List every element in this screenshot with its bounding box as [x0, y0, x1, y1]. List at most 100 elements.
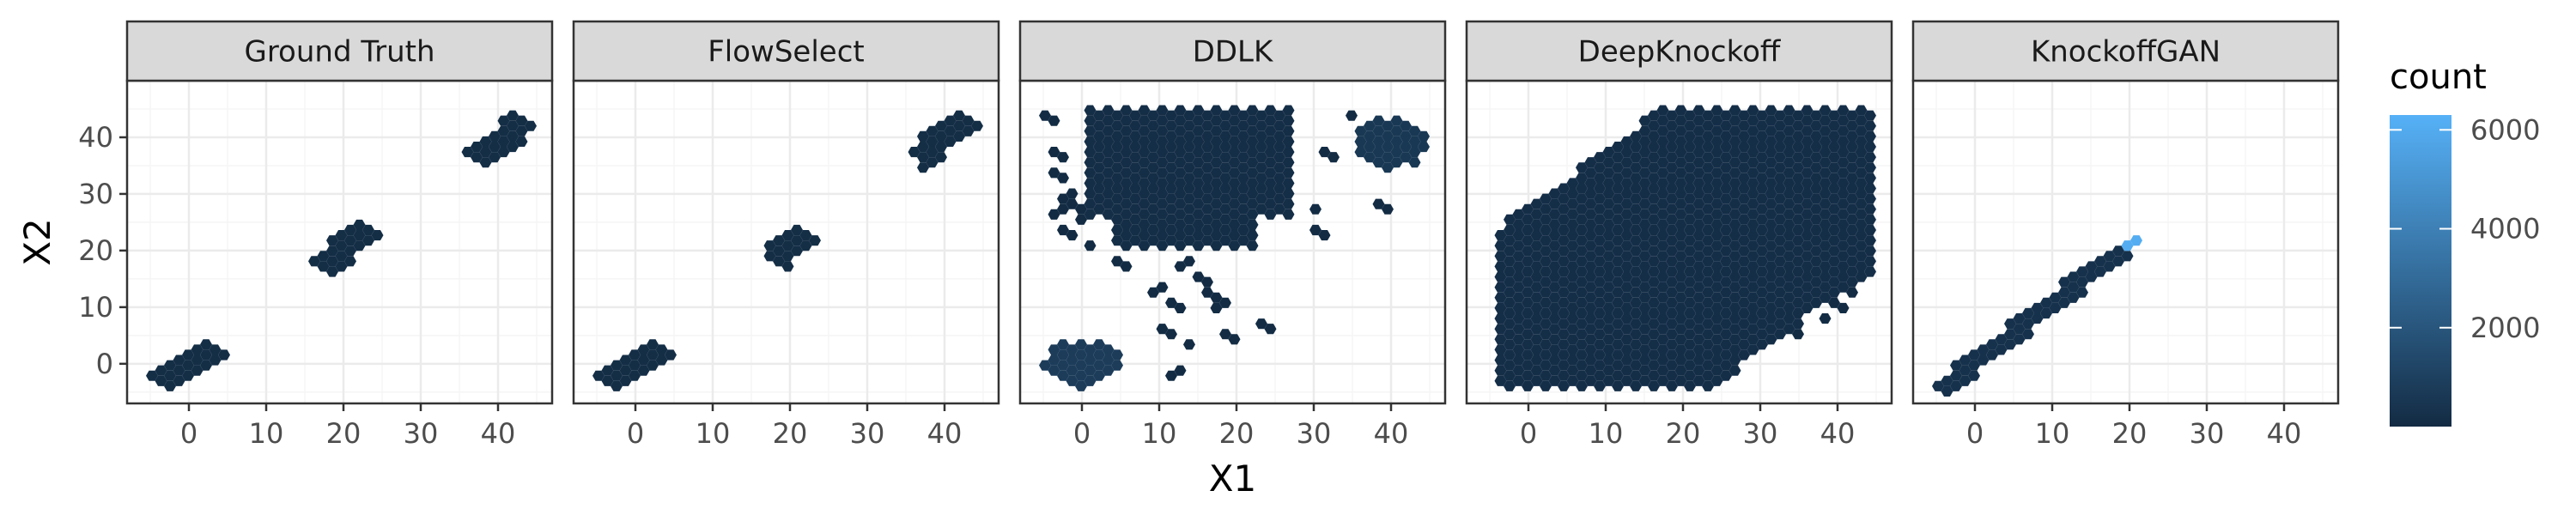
hexbin-cell: [1765, 188, 1777, 199]
hexbin-cell: [1620, 344, 1633, 355]
hexbin-cell: [1656, 125, 1669, 136]
hexbin-cell: [1828, 224, 1840, 236]
facet-strip-label: Ground Truth: [244, 35, 434, 70]
hexbin-cell: [1129, 224, 1141, 236]
x-tick-label: 30: [1297, 417, 1332, 450]
x-tick-label: 40: [1374, 417, 1409, 450]
hexbin-cell: [665, 349, 677, 360]
hexbin-cell: [1210, 292, 1223, 303]
hexbin-cell: [1594, 370, 1606, 381]
hexbin-cell: [1201, 183, 1213, 194]
hexbin-cell: [1057, 339, 1069, 350]
legend-tick-label: 4000: [2470, 213, 2540, 245]
hexbin-cell: [1512, 292, 1525, 303]
hexbin-cell: [1828, 203, 1840, 215]
hexbin-cell: [1594, 339, 1606, 350]
hexbin-cell: [1566, 324, 1579, 335]
hexbin-cell: [1602, 167, 1615, 179]
hexbin-cell: [1720, 214, 1732, 225]
hexbin-cell: [164, 370, 176, 381]
hexbin-cell: [1819, 209, 1832, 220]
hexbin-cell: [1237, 120, 1249, 131]
hexbin-cell: [1656, 365, 1669, 376]
hexbin-cell: [1828, 276, 1840, 288]
hexbin-cell: [1855, 178, 1868, 189]
hexbin-cell: [1219, 130, 1231, 142]
hexbin-cell: [1765, 282, 1777, 293]
hexbin-cell: [1959, 354, 1971, 366]
hexbin-cell: [1530, 261, 1543, 272]
hexbin-cell: [1995, 334, 2008, 345]
hexbin-cell: [1738, 120, 1750, 131]
hexbin-cell: [1638, 167, 1651, 179]
hexbin-cell: [1264, 125, 1277, 136]
hexbin-cell: [1111, 110, 1123, 121]
hexbin-cell: [1648, 193, 1660, 204]
hexbin-cell: [1738, 339, 1750, 350]
hexbin-cell: [1765, 125, 1777, 136]
hexbin-cell: [1648, 380, 1660, 391]
hexbin-cell: [1183, 110, 1195, 121]
hexbin-cell: [1084, 365, 1097, 376]
hexbin-cell: [1540, 297, 1552, 308]
hexbin-cell: [601, 375, 614, 386]
hexbin-cell: [1102, 198, 1115, 209]
hexbin-cell: [1666, 380, 1678, 391]
hexbin-cell: [1246, 157, 1259, 168]
hexbin-cell: [1728, 125, 1741, 136]
hexbin-cell: [1165, 193, 1177, 204]
hexbin-cell: [1837, 147, 1850, 158]
hexbin-cell: [1656, 167, 1669, 179]
hexbin-cell: [1728, 324, 1741, 335]
hexbin-cell: [1548, 313, 1561, 324]
hexbin-cell: [1792, 203, 1804, 215]
hexbin-cell: [1702, 152, 1714, 163]
hexbin-cell: [1273, 142, 1285, 153]
hexbin-cell: [1864, 142, 1876, 153]
hexbin-cell: [1504, 266, 1516, 277]
hexbin-cell: [1774, 329, 1786, 340]
hexbin-cell: [1382, 142, 1394, 153]
hexbin-cell: [1720, 287, 1732, 298]
hexbin-cell: [1774, 142, 1786, 153]
hexbin-cell: [1656, 344, 1669, 355]
hexbin-cell: [1183, 193, 1195, 204]
hexbin-cell: [1120, 136, 1133, 147]
hexbin-cell: [637, 354, 650, 366]
hexbin-cell: [507, 130, 519, 142]
hexbin-cell: [1801, 198, 1814, 209]
hexbin-cell: [1738, 193, 1750, 204]
hexbin-cell: [2121, 240, 2134, 251]
hexbin-cell: [1792, 307, 1804, 319]
hexbin-cell: [1602, 188, 1615, 199]
hexbin-cell: [1400, 142, 1412, 153]
hexbin-cell: [2022, 329, 2034, 340]
hexbin-cell: [1602, 375, 1615, 386]
hexbin-cell: [1210, 178, 1223, 189]
hexbin-cell: [1702, 224, 1714, 236]
hexbin-cell: [1684, 173, 1696, 184]
hexbin-cell: [1147, 173, 1159, 184]
hexbin-cell: [1684, 287, 1696, 298]
hexbin-cell: [1282, 136, 1295, 147]
hexbin-cell: [1120, 147, 1133, 158]
hexbin-cell: [1255, 110, 1267, 121]
hexbin-cell: [1747, 136, 1759, 147]
hexbin-cell: [2103, 261, 2116, 272]
hexbin-cell: [1692, 125, 1705, 136]
hexbin-cell: [1728, 251, 1741, 262]
hexbin-cell: [1674, 167, 1687, 179]
hexbin-cell: [1210, 157, 1223, 168]
hexbin-cell: [1237, 203, 1249, 215]
hexbin-cell: [479, 136, 492, 147]
hexbin-cell: [1666, 307, 1678, 319]
hexbin-cell: [1674, 125, 1687, 136]
hexbin-cell: [1684, 256, 1696, 267]
hexbin-cell: [1120, 157, 1133, 168]
hexbin-cell: [1210, 240, 1223, 251]
hexbin-cell: [935, 130, 947, 142]
hexbin-cell: [1747, 125, 1759, 136]
hexbin-cell: [1756, 130, 1768, 142]
hexbin-cell: [1656, 188, 1669, 199]
